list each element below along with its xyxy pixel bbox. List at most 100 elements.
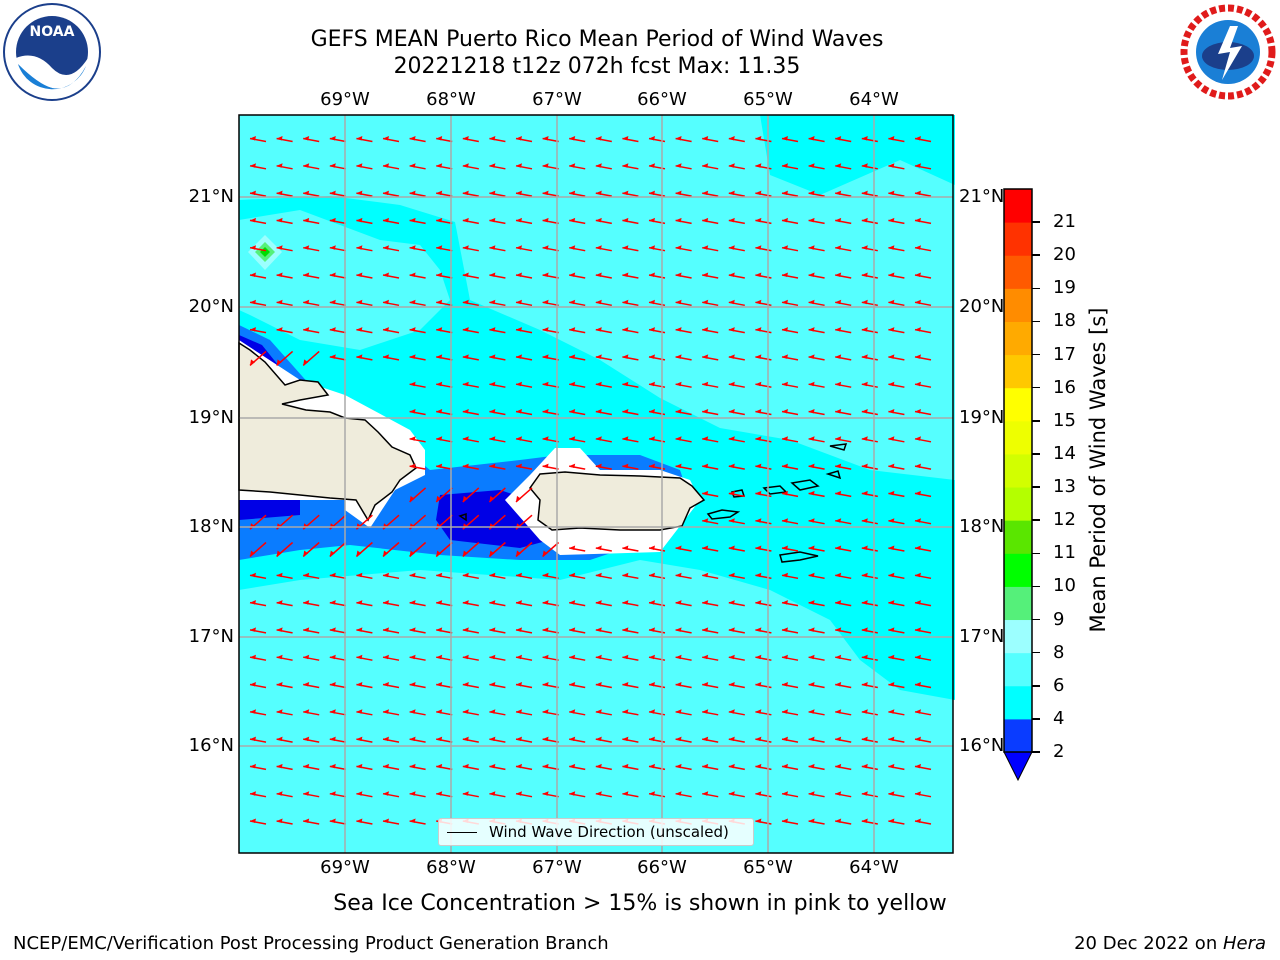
wind-arrow-head bbox=[861, 136, 868, 141]
wind-arrow-head bbox=[569, 217, 576, 223]
island-vieques bbox=[706, 509, 741, 520]
wind-arrow-head bbox=[409, 627, 416, 632]
wind-arrow-head bbox=[569, 190, 576, 196]
wind-arrow-head bbox=[702, 709, 709, 714]
wind-arrow-head bbox=[489, 272, 496, 277]
wind-arrow-head bbox=[835, 627, 842, 632]
wind-arrow-head bbox=[649, 572, 655, 578]
wind-arrow-head bbox=[542, 354, 549, 359]
wind-arrow-head bbox=[782, 136, 788, 141]
wind-arrow-head bbox=[702, 409, 709, 414]
wind-arrow-head bbox=[462, 600, 469, 605]
wind-arrow-head bbox=[516, 572, 522, 578]
wind-arrow-head bbox=[303, 136, 310, 141]
wind-arrow-head bbox=[516, 354, 522, 359]
wind-arrow-head bbox=[516, 163, 522, 168]
colorbar-segment bbox=[1004, 586, 1032, 621]
wind-arrow-head bbox=[303, 818, 310, 823]
wind-arrow-head bbox=[436, 550, 442, 557]
wind-arrow-head bbox=[728, 763, 735, 769]
wind-arrow-head bbox=[436, 272, 443, 277]
wind-arrow-head bbox=[728, 272, 735, 277]
wind-arrow-head bbox=[436, 495, 442, 502]
colorbar-tick-label: 4 bbox=[1053, 707, 1065, 729]
wind-arrow-head bbox=[861, 163, 868, 168]
wind-arrow-head bbox=[915, 572, 921, 578]
wind-arrow-head bbox=[861, 791, 868, 796]
wind-arrow-head bbox=[409, 818, 416, 823]
wind-arrow-head bbox=[595, 190, 602, 196]
wind-arrow-head bbox=[595, 736, 602, 742]
wind-arrow-head bbox=[462, 354, 469, 359]
lat-label-left-19: 19°N bbox=[188, 407, 234, 428]
wind-arrow-head bbox=[755, 545, 762, 550]
wind-arrow-head bbox=[462, 572, 469, 578]
wind-arrow-head bbox=[569, 545, 576, 550]
island-virgin-gorda bbox=[825, 470, 842, 480]
wind-arrow-head bbox=[516, 682, 522, 687]
wind-arrow-head bbox=[622, 381, 629, 387]
lon-label-top-65: 65°W bbox=[743, 89, 793, 110]
wind-arrow-head bbox=[569, 245, 576, 250]
wind-arrow-head bbox=[489, 299, 496, 305]
wind-arrow-head bbox=[808, 436, 815, 441]
wind-arrow-head bbox=[356, 217, 363, 223]
wind-arrow-head bbox=[595, 627, 602, 632]
wind-arrow-head bbox=[409, 654, 416, 660]
wind-arrow-head bbox=[436, 163, 443, 168]
wind-arrow-head bbox=[595, 600, 602, 605]
wind-arrow-head bbox=[728, 217, 735, 223]
colorbar-tick-mark bbox=[1032, 287, 1040, 290]
wind-wave-arrows bbox=[249, 136, 932, 825]
wind-arrow-head bbox=[782, 763, 788, 769]
wind-arrow-head bbox=[755, 136, 762, 141]
wind-arrow-head bbox=[915, 245, 921, 250]
colorbar-segment bbox=[1004, 718, 1032, 753]
wind-arrow-head bbox=[649, 409, 655, 414]
wind-arrow-head bbox=[675, 763, 682, 769]
wind-arrow-head bbox=[888, 545, 895, 550]
wind-arrow-head bbox=[782, 791, 788, 796]
map-legend: Wind Wave Direction (unscaled) bbox=[438, 818, 754, 846]
wind-arrow-head bbox=[409, 436, 416, 441]
chart-title: GEFS MEAN Puerto Rico Mean Period of Win… bbox=[310, 27, 884, 52]
colorbar-tick-label: 19 bbox=[1053, 277, 1076, 299]
wind-arrow-head bbox=[329, 791, 336, 796]
wind-arrow-head bbox=[622, 436, 629, 441]
wind-arrow-head bbox=[915, 136, 921, 141]
colorbar-frame bbox=[1003, 188, 1033, 753]
wind-arrow-head bbox=[462, 436, 469, 441]
wind-arrow-head bbox=[329, 736, 336, 742]
wind-arrow-head bbox=[675, 245, 682, 250]
wind-arrow-head bbox=[649, 654, 655, 660]
wind-arrow-head bbox=[542, 627, 549, 632]
wind-arrow-head bbox=[675, 381, 682, 387]
wind-arrow-head bbox=[622, 354, 629, 359]
wind-arrow-head bbox=[542, 791, 549, 796]
wind-arrow-head bbox=[915, 299, 921, 305]
wind-arrow-head bbox=[755, 299, 762, 305]
wind-arrow-head bbox=[861, 327, 868, 332]
wind-arrow-head bbox=[728, 463, 735, 469]
wind-arrow-head bbox=[489, 550, 495, 557]
wind-arrow-head bbox=[622, 463, 629, 469]
wind-arrow-head bbox=[516, 327, 522, 332]
wind-arrow-head bbox=[808, 818, 815, 823]
wind-arrow-head bbox=[329, 818, 336, 823]
wind-arrow-head bbox=[250, 654, 256, 660]
wind-arrow-head bbox=[462, 736, 469, 742]
wind-arrow-head bbox=[861, 763, 868, 769]
wind-arrow-head bbox=[329, 245, 336, 250]
wind-arrow-head bbox=[675, 572, 682, 578]
wind-arrow-head bbox=[409, 709, 416, 714]
wind-arrow-head bbox=[595, 545, 602, 550]
wind-arrow-head bbox=[728, 791, 735, 796]
legend-line-icon bbox=[447, 832, 477, 833]
lon-label-bottom-64: 64°W bbox=[849, 857, 899, 878]
wind-arrow-head bbox=[276, 709, 283, 714]
wind-arrow-head bbox=[728, 545, 735, 550]
lat-label-left-20: 20°N bbox=[188, 296, 234, 317]
lon-label-top-69: 69°W bbox=[320, 89, 370, 110]
colorbar-segment bbox=[1004, 255, 1032, 289]
wind-arrow-head bbox=[861, 490, 868, 496]
